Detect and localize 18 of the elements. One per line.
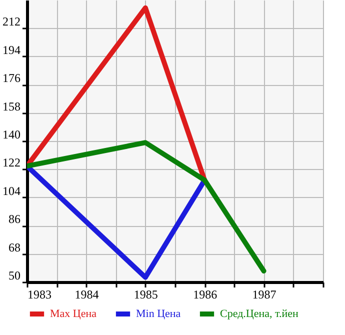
y-tick-label: 68 — [8, 240, 20, 254]
y-tick-label: 104 — [2, 184, 20, 198]
legend-label: Max Цена — [50, 308, 97, 320]
y-tick-label: 86 — [8, 212, 20, 226]
y-tick-label: 122 — [2, 156, 20, 170]
y-tick-label: 158 — [2, 99, 20, 114]
legend-label: Min Цена — [136, 308, 181, 320]
legend-label: Сред.Цена, т.йен — [220, 308, 299, 320]
y-tick-label: 176 — [2, 71, 20, 86]
y-tick-label: 140 — [2, 128, 20, 142]
x-tick-label: 1984 — [74, 288, 99, 302]
y-tick-label: 212 — [2, 14, 20, 29]
x-tick-label: 1985 — [134, 288, 158, 302]
y-tick-label: 50 — [8, 268, 20, 282]
x-tick-label: 1987 — [252, 288, 276, 302]
x-tick-label: 1986 — [193, 288, 218, 302]
x-tick-label: 1983 — [28, 288, 52, 302]
y-tick-label: 194 — [2, 42, 20, 57]
